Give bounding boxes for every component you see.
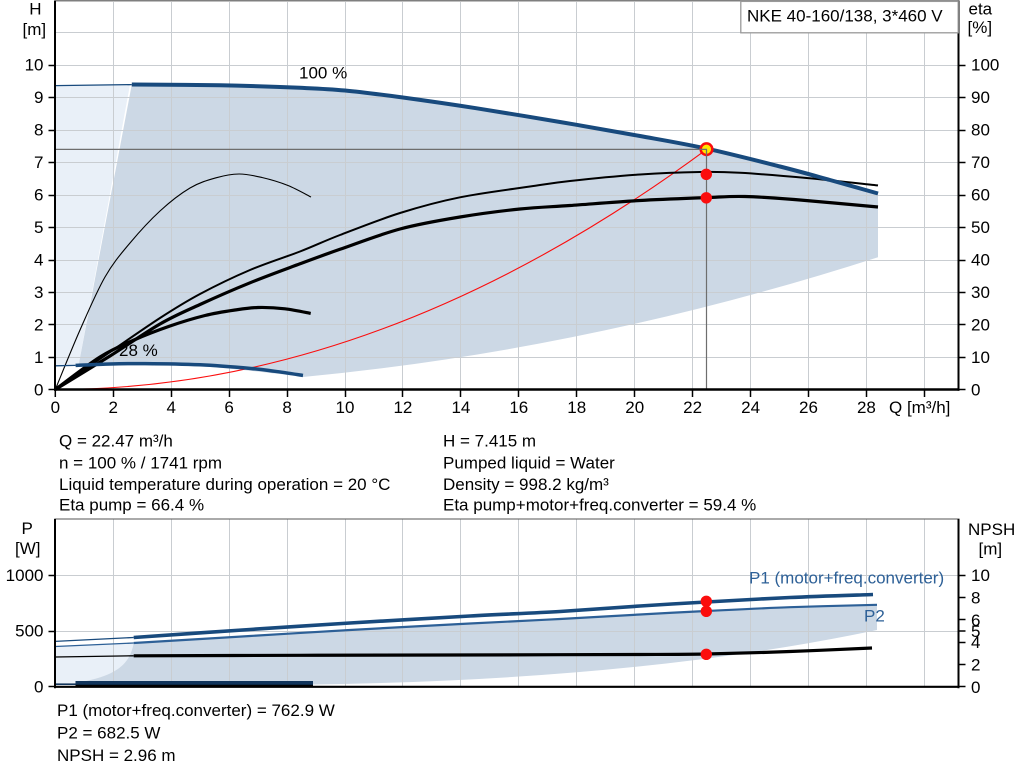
svg-text:10: 10	[971, 348, 990, 367]
svg-text:6: 6	[224, 398, 233, 417]
svg-text:6: 6	[971, 611, 980, 630]
svg-text:9: 9	[34, 88, 43, 107]
svg-text:80: 80	[971, 121, 990, 140]
svg-text:8: 8	[34, 121, 43, 140]
svg-text:22: 22	[683, 398, 702, 417]
svg-text:6: 6	[34, 186, 43, 205]
svg-text:7: 7	[34, 153, 43, 172]
svg-text:[%]: [%]	[968, 18, 993, 37]
svg-text:1: 1	[34, 348, 43, 367]
svg-text:0: 0	[971, 380, 980, 399]
svg-text:8: 8	[282, 398, 291, 417]
svg-text:n = 100 % / 1741 rpm: n = 100 % / 1741 rpm	[59, 453, 222, 472]
svg-text:NPSH: NPSH	[968, 520, 1015, 539]
svg-text:10: 10	[336, 398, 355, 417]
svg-text:100: 100	[971, 56, 999, 75]
svg-text:P: P	[22, 519, 33, 538]
svg-text:Q [m³/h]: Q [m³/h]	[889, 398, 950, 417]
svg-text:eta: eta	[969, 0, 993, 19]
svg-text:0: 0	[34, 380, 43, 399]
svg-text:Liquid temperature during oper: Liquid temperature during operation = 20…	[59, 475, 390, 494]
svg-text:50: 50	[971, 218, 990, 237]
svg-text:100 %: 100 %	[299, 64, 347, 83]
svg-text:90: 90	[971, 88, 990, 107]
svg-text:4: 4	[971, 633, 980, 652]
svg-text:0: 0	[971, 678, 980, 697]
svg-text:0: 0	[34, 677, 43, 696]
svg-text:16: 16	[509, 398, 528, 417]
svg-text:5: 5	[34, 218, 43, 237]
svg-text:1000: 1000	[6, 566, 44, 585]
svg-text:P2: P2	[864, 607, 885, 626]
svg-text:P1 (motor+freq.converter): P1 (motor+freq.converter)	[749, 569, 944, 588]
svg-text:P2 = 682.5 W: P2 = 682.5 W	[57, 724, 160, 743]
svg-text:NKE 40-160/138, 3*460 V: NKE 40-160/138, 3*460 V	[747, 7, 943, 26]
svg-text:60: 60	[971, 186, 990, 205]
svg-text:3: 3	[34, 283, 43, 302]
svg-text:24: 24	[741, 398, 760, 417]
svg-text:28: 28	[857, 398, 876, 417]
svg-text:8: 8	[971, 589, 980, 608]
svg-text:2: 2	[34, 315, 43, 334]
svg-text:0: 0	[51, 398, 60, 417]
svg-text:20: 20	[625, 398, 644, 417]
svg-text:20: 20	[971, 315, 990, 334]
svg-text:26: 26	[799, 398, 818, 417]
svg-text:Density = 998.2 kg/m³: Density = 998.2 kg/m³	[443, 475, 609, 494]
svg-text:500: 500	[15, 622, 43, 641]
svg-text:10: 10	[971, 566, 990, 585]
svg-text:28 %: 28 %	[119, 341, 158, 360]
svg-text:5: 5	[971, 622, 980, 641]
svg-text:P1 (motor+freq.converter) = 76: P1 (motor+freq.converter) = 762.9 W	[57, 701, 335, 720]
svg-text:30: 30	[971, 283, 990, 302]
svg-text:Q = 22.47 m³/h: Q = 22.47 m³/h	[59, 432, 173, 451]
svg-text:14: 14	[451, 398, 470, 417]
svg-text:70: 70	[971, 153, 990, 172]
svg-text:[W]: [W]	[15, 539, 41, 558]
svg-text:4: 4	[166, 398, 175, 417]
svg-text:4: 4	[34, 251, 43, 270]
svg-text:[m]: [m]	[23, 20, 47, 39]
svg-text:40: 40	[971, 251, 990, 270]
svg-text:NPSH = 2.96 m: NPSH = 2.96 m	[57, 746, 176, 765]
svg-text:Eta pump = 66.4 %: Eta pump = 66.4 %	[59, 496, 204, 515]
svg-text:Eta pump+motor+freq.converter: Eta pump+motor+freq.converter = 59.4 %	[443, 496, 756, 515]
svg-text:Pumped liquid = Water: Pumped liquid = Water	[443, 453, 615, 472]
svg-text:10: 10	[25, 56, 44, 75]
svg-text:2: 2	[971, 656, 980, 675]
svg-text:[m]: [m]	[979, 540, 1003, 559]
svg-text:18: 18	[567, 398, 586, 417]
svg-text:H = 7.415 m: H = 7.415 m	[443, 432, 536, 451]
svg-text:2: 2	[108, 398, 117, 417]
svg-text:12: 12	[393, 398, 412, 417]
svg-text:H: H	[29, 0, 41, 19]
